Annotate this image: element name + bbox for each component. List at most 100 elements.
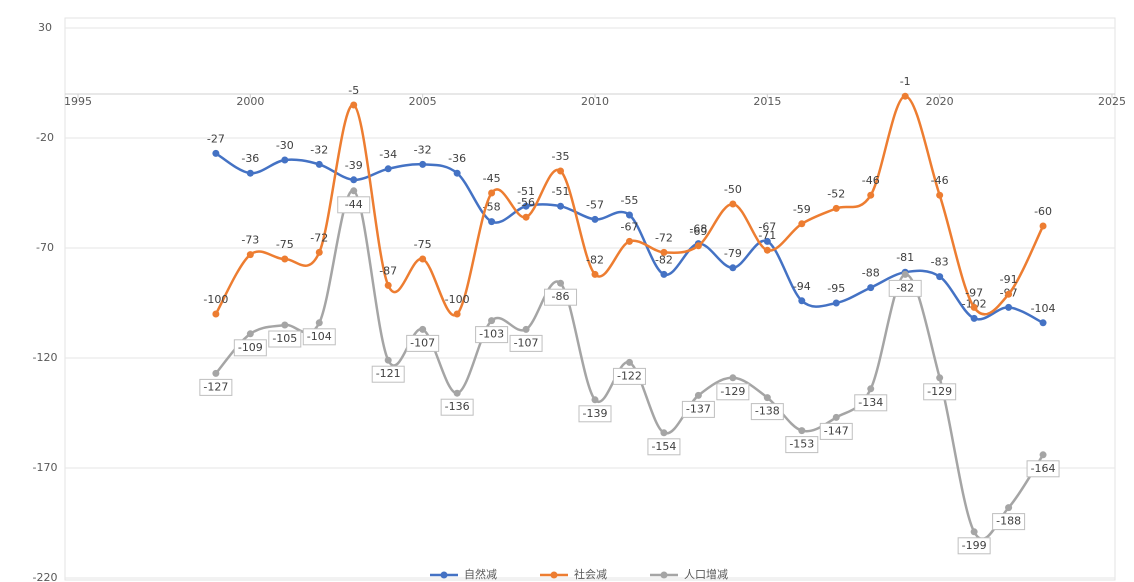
data-point: [453, 169, 461, 177]
data-point: [281, 156, 289, 164]
data-label: -104: [1031, 302, 1056, 315]
y-tick-label: 30: [38, 21, 52, 34]
data-label: -71: [758, 229, 776, 242]
data-label-group: -134: [854, 394, 888, 412]
legend-marker: [550, 571, 558, 579]
data-label-group: -82: [655, 253, 673, 266]
data-label-group: -109: [233, 339, 267, 357]
data-label-group: -71: [758, 229, 776, 242]
data-label: -147: [824, 424, 849, 437]
data-point: [832, 204, 840, 212]
data-label-box: [578, 405, 612, 423]
data-label-group: -67: [758, 220, 776, 233]
data-label: -139: [583, 407, 608, 420]
data-label: -34: [379, 148, 397, 161]
data-label: -73: [241, 234, 259, 247]
data-point: [867, 191, 875, 199]
data-point: [522, 325, 530, 333]
data-label-group: -87: [379, 264, 397, 277]
data-label: -109: [238, 341, 263, 354]
data-point: [660, 248, 668, 256]
data-label: -59: [793, 203, 811, 216]
data-label-group: -127: [199, 378, 233, 396]
data-point: [212, 369, 220, 377]
y-tick-label: -170: [33, 461, 58, 474]
data-label: -83: [931, 256, 949, 269]
x-tick-label: 2010: [581, 95, 609, 108]
data-label-group: -83: [931, 256, 949, 269]
data-label: -127: [203, 380, 228, 393]
legend-label: 人口增减: [684, 567, 728, 581]
data-label: -134: [858, 396, 883, 409]
data-label-box: [647, 438, 681, 456]
data-label: -88: [862, 267, 880, 280]
data-label-group: -75: [276, 238, 294, 251]
data-label-group: -107: [406, 334, 440, 352]
data-label: -129: [720, 385, 745, 398]
data-point: [1005, 290, 1013, 298]
data-label-box: [371, 365, 405, 383]
data-point: [660, 429, 668, 437]
data-label: -103: [479, 328, 504, 341]
data-label-group: -147: [819, 422, 853, 440]
data-point: [488, 189, 496, 197]
data-point: [729, 264, 737, 272]
data-point: [419, 325, 427, 333]
data-point: [557, 167, 565, 175]
data-label-box: [406, 334, 440, 352]
data-label: -75: [414, 238, 432, 251]
data-label: -44: [345, 198, 363, 211]
data-label-group: -100: [203, 293, 228, 306]
data-label: -30: [276, 139, 294, 152]
data-label-group: -68: [689, 223, 707, 236]
data-label: -100: [445, 293, 470, 306]
y-tick-label: -120: [33, 351, 58, 364]
data-label: -60: [1034, 205, 1052, 218]
data-label: -105: [272, 332, 297, 345]
legend-marker: [440, 571, 448, 579]
data-label-box: [1026, 460, 1060, 478]
data-label-group: -81: [896, 251, 914, 264]
data-label-group: -32: [310, 143, 328, 156]
data-label-group: -107: [509, 334, 543, 352]
data-point: [763, 237, 771, 245]
data-label-box: [785, 436, 819, 454]
data-point: [1039, 451, 1047, 459]
legend-marker: [660, 571, 668, 579]
data-point: [488, 317, 496, 325]
data-label-group: -154: [647, 438, 681, 456]
data-point: [936, 273, 944, 281]
x-tick-label: 2015: [753, 95, 781, 108]
data-label: -67: [620, 220, 638, 233]
data-label-group: -129: [923, 383, 957, 401]
data-label-box: [750, 403, 784, 421]
data-point: [350, 101, 358, 109]
data-label: -107: [410, 336, 435, 349]
data-label: -32: [310, 143, 328, 156]
data-point: [384, 281, 392, 289]
data-point: [246, 330, 254, 338]
data-label-group: -86: [544, 288, 578, 306]
data-point: [694, 242, 702, 250]
data-point: [1039, 222, 1047, 230]
data-label: -67: [758, 220, 776, 233]
data-point: [315, 160, 323, 168]
data-label: -129: [927, 385, 952, 398]
data-label-group: -32: [414, 143, 432, 156]
data-point: [591, 270, 599, 278]
data-label-group: -27: [207, 132, 225, 145]
data-label-box: [819, 422, 853, 440]
data-label-group: -95: [827, 282, 845, 295]
data-label: -75: [276, 238, 294, 251]
data-point: [798, 220, 806, 228]
data-label-group: -34: [379, 148, 397, 161]
y-tick-label: -70: [36, 241, 54, 254]
data-point: [832, 413, 840, 421]
data-label: -82: [896, 281, 914, 294]
data-label-group: -36: [448, 152, 466, 165]
data-point: [315, 248, 323, 256]
data-label-box: [888, 279, 922, 297]
data-label-group: -59: [793, 203, 811, 216]
data-label: -50: [724, 183, 742, 196]
data-label: -136: [445, 400, 470, 413]
